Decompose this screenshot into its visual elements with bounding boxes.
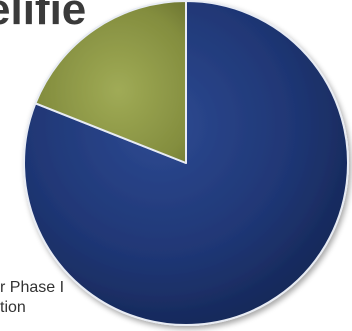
legend-line-1: r Phase I — [0, 279, 65, 296]
chart-title-fragment: elifie — [0, 0, 87, 34]
legend-fragment: r Phase I tion — [0, 278, 64, 318]
pie-slice-2 — [34, 0, 187, 164]
legend-line-2: tion — [0, 299, 26, 316]
pie-slices — [23, 0, 349, 326]
